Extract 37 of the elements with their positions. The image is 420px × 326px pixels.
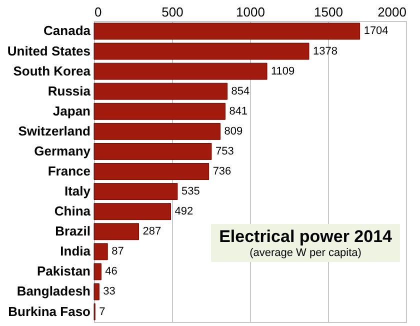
text: (average W per capita) xyxy=(248,247,362,259)
data-label: 753 xyxy=(215,145,234,158)
y-tick-label: China xyxy=(54,204,92,219)
y-tick-label: United States xyxy=(7,43,90,58)
data-label: 535 xyxy=(181,186,200,198)
x-tick-label: 0 xyxy=(94,4,102,20)
data-label: 7 xyxy=(99,306,106,318)
y-tick-label: Brazil xyxy=(55,224,90,239)
data-label: 1109 xyxy=(271,65,295,78)
y-tick-label: Japan xyxy=(52,103,91,118)
y-tick-label: Burkina Faso xyxy=(8,304,91,319)
data-label: 854 xyxy=(231,85,250,98)
y-tick-label: Germany xyxy=(34,143,92,158)
data-label: 492 xyxy=(174,206,194,218)
y-tick-label: South Korea xyxy=(13,63,92,78)
data-label: 287 xyxy=(142,226,162,238)
y-tick-label: Pakistan xyxy=(37,264,91,279)
data-label: 1378 xyxy=(312,45,338,58)
data-label: 736 xyxy=(212,166,232,178)
data-label: 1704 xyxy=(364,25,388,38)
text: Electrical power 2014 xyxy=(219,227,392,247)
y-tick-label: India xyxy=(60,244,92,259)
y-tick-label: Switzerland xyxy=(18,123,91,138)
x-tick-label: 500 xyxy=(162,4,184,20)
x-tick-label: 1500 xyxy=(314,4,343,20)
y-tick-label: Italy xyxy=(64,184,92,199)
data-label: 87 xyxy=(112,246,124,258)
y-tick-label: Russia xyxy=(48,83,92,98)
x-tick-label: 1000 xyxy=(236,4,265,20)
data-label: 46 xyxy=(105,266,118,278)
data-label: 33 xyxy=(103,286,116,298)
data-label: 841 xyxy=(229,105,248,118)
y-tick-label: France xyxy=(48,164,90,178)
y-tick-label: Bangladesh xyxy=(16,284,91,299)
x-tick-label: 2000 xyxy=(378,4,406,20)
y-tick-label: Canada xyxy=(44,23,92,38)
data-label: 809 xyxy=(224,125,243,138)
